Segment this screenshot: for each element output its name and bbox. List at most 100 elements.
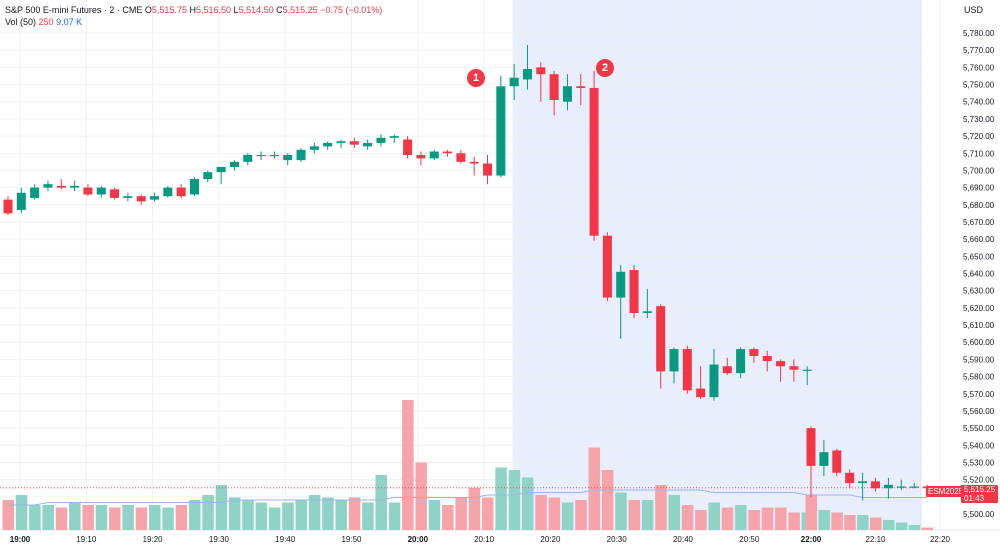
volume-bar — [668, 495, 680, 530]
candle-body — [229, 161, 239, 167]
candle-body — [469, 161, 479, 164]
candle-body — [736, 349, 746, 374]
symbol-title: S&P 500 E-mini Futures · 2 · CME — [5, 5, 143, 15]
volume-bar — [695, 510, 707, 530]
candle-body — [110, 189, 120, 198]
y-tick-label: 5,590.00 — [963, 355, 995, 364]
volume-bar — [215, 485, 228, 530]
volume-bar — [362, 502, 374, 530]
volume-bar — [82, 505, 94, 530]
volume-bar — [335, 500, 347, 530]
candle-body — [269, 154, 279, 157]
y-tick-label: 5,720.00 — [963, 132, 995, 141]
candle-body — [309, 146, 319, 150]
volume-bar — [268, 507, 281, 530]
volume-ma-value: 9.07 K — [56, 17, 83, 27]
y-tick-label: 5,580.00 — [963, 373, 995, 382]
x-tick-label: 22:20 — [930, 535, 951, 544]
candle-body — [722, 366, 732, 374]
volume-bar — [548, 497, 561, 530]
x-tick-label: 20:00 — [408, 535, 429, 544]
candle-body — [819, 452, 829, 466]
candle-body — [576, 86, 586, 88]
y-tick-label: 5,760.00 — [963, 63, 995, 72]
candle-body — [669, 349, 679, 372]
volume-bar — [282, 502, 294, 530]
candle-body — [336, 141, 346, 143]
x-tick-label: 22:10 — [865, 535, 886, 544]
candle-body — [256, 154, 266, 157]
bar-countdown: 01:43 — [964, 494, 985, 503]
x-tick-label: 20:30 — [607, 535, 628, 544]
volume-bar — [921, 527, 934, 530]
candle-body — [522, 69, 532, 80]
volume-bar — [375, 475, 387, 530]
volume-bar — [468, 487, 481, 530]
volume-bar — [561, 502, 574, 530]
candle-body — [656, 306, 666, 372]
y-tick-label: 5,770.00 — [963, 46, 995, 55]
candle-body — [802, 369, 812, 371]
y-tick-label: 5,750.00 — [963, 81, 995, 90]
currency-label[interactable]: USD — [964, 5, 984, 15]
y-tick-label: 5,600.00 — [963, 338, 995, 347]
candle-body — [136, 196, 146, 202]
last-price-value: 5,515.25 — [964, 485, 996, 494]
volume-bar — [482, 497, 494, 530]
volume-bar — [805, 495, 817, 530]
low-label: L — [233, 5, 239, 15]
candle-body — [429, 151, 439, 159]
volume-bar — [42, 505, 54, 530]
x-tick-label: 19:50 — [341, 535, 362, 544]
volume-bar — [122, 505, 134, 530]
candle-body — [562, 86, 572, 102]
close-value: 5,515.25 — [282, 5, 318, 15]
volume-bar — [162, 507, 174, 530]
event-marker-2-label: 2 — [601, 62, 609, 74]
high-label: H — [189, 5, 196, 15]
volume-bar — [844, 515, 856, 530]
candle-body — [43, 184, 53, 188]
candle-body — [883, 484, 893, 489]
candle-body — [858, 481, 868, 484]
low-value: 5,514.50 — [238, 5, 274, 15]
candle-body — [389, 136, 399, 138]
x-tick-label: 20:10 — [474, 535, 495, 544]
volume-bar — [775, 507, 787, 530]
y-tick-label: 5,610.00 — [963, 321, 995, 330]
x-tick-label: 20:50 — [739, 535, 760, 544]
volume-bar — [521, 477, 534, 530]
last-price-box: 5,515.25 01:43 — [961, 485, 999, 503]
y-tick-label: 5,570.00 — [963, 390, 995, 399]
candle-body — [789, 366, 799, 370]
candle-body — [845, 472, 855, 484]
volume-bar — [882, 520, 895, 530]
candle-body — [376, 137, 386, 143]
volume-bar — [415, 462, 427, 530]
y-tick-label: 5,550.00 — [963, 424, 995, 433]
event-marker-1[interactable]: 1 — [467, 69, 485, 87]
volume-ma-line — [8, 489, 928, 506]
chart-legend: S&P 500 E-mini Futures · 2 · CME O5,515.… — [5, 4, 382, 28]
candle-body — [283, 154, 293, 161]
event-marker-2[interactable]: 2 — [596, 59, 614, 77]
y-tick-label: 5,700.00 — [963, 166, 995, 175]
candle-body — [243, 154, 253, 162]
volume-bar — [308, 495, 321, 530]
candle-body — [3, 199, 13, 214]
volume-value: 250 — [38, 17, 54, 27]
candle-body — [416, 154, 426, 159]
y-tick-label: 5,630.00 — [963, 287, 995, 296]
candle-body — [806, 428, 816, 466]
volume-bar — [135, 507, 148, 530]
candle-body — [443, 151, 453, 154]
y-tick-label: 5,740.00 — [963, 98, 995, 107]
volume-bar — [870, 517, 882, 530]
volume-bar — [588, 447, 601, 530]
volume-bar — [388, 502, 401, 530]
candle-body — [176, 187, 186, 197]
candle-body — [682, 349, 692, 391]
volume-bar — [681, 505, 694, 530]
volume-bar — [788, 512, 800, 530]
